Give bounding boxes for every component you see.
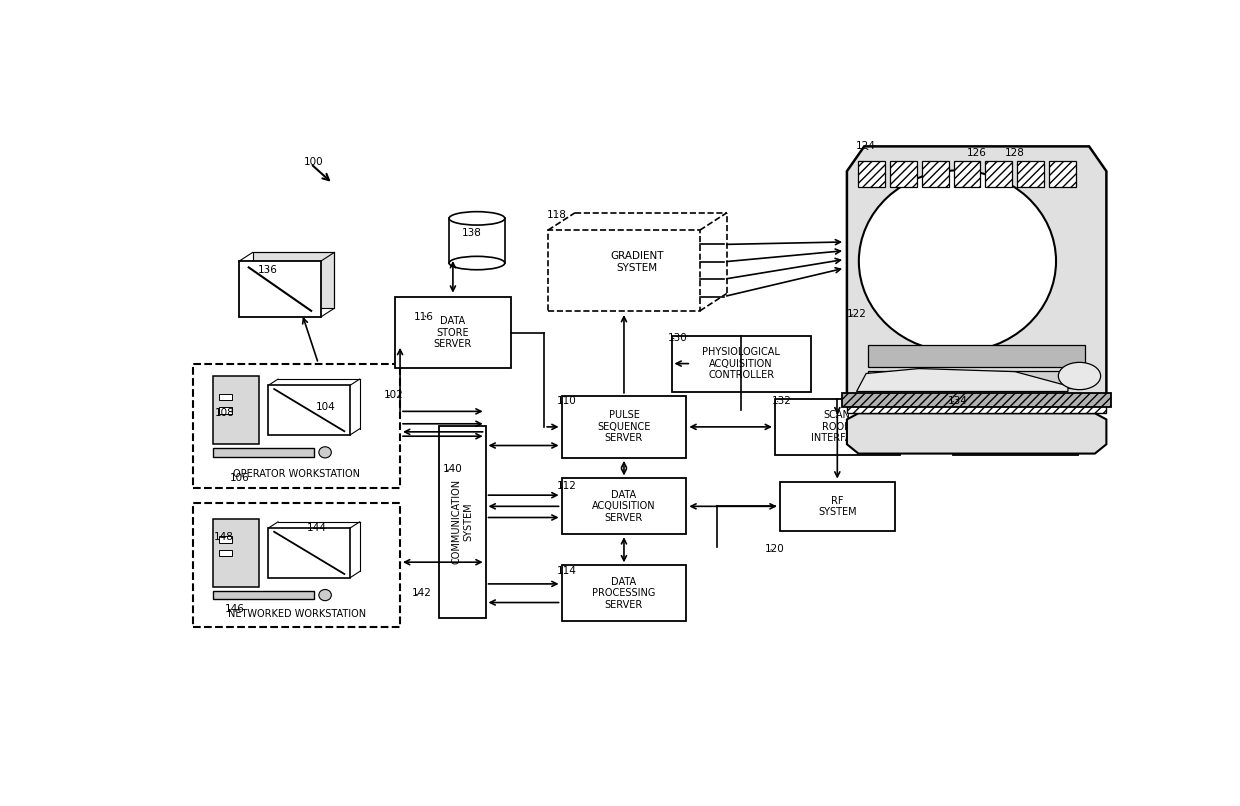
FancyBboxPatch shape [219, 393, 232, 400]
Text: OPERATOR WORKSTATION: OPERATOR WORKSTATION [233, 469, 361, 479]
Ellipse shape [319, 447, 331, 458]
Polygon shape [847, 147, 1106, 413]
Ellipse shape [319, 589, 331, 600]
FancyBboxPatch shape [672, 335, 811, 392]
FancyBboxPatch shape [562, 565, 687, 621]
Text: DATA
PROCESSING
SERVER: DATA PROCESSING SERVER [593, 576, 656, 610]
FancyBboxPatch shape [890, 161, 918, 187]
Text: 142: 142 [412, 588, 432, 598]
FancyBboxPatch shape [1017, 161, 1044, 187]
FancyBboxPatch shape [562, 479, 687, 534]
FancyBboxPatch shape [986, 161, 1012, 187]
Polygon shape [857, 368, 1068, 392]
Text: 100: 100 [304, 157, 324, 167]
Text: 146: 146 [224, 604, 244, 613]
FancyBboxPatch shape [847, 401, 1106, 413]
Text: 138: 138 [463, 228, 482, 239]
Text: 130: 130 [668, 333, 688, 343]
FancyBboxPatch shape [253, 252, 335, 309]
Circle shape [1058, 363, 1101, 389]
FancyBboxPatch shape [1049, 161, 1075, 187]
FancyBboxPatch shape [954, 161, 981, 187]
Text: SCAN
ROOM
INTERFACE: SCAN ROOM INTERFACE [811, 410, 864, 443]
Text: 136: 136 [258, 265, 278, 276]
FancyBboxPatch shape [213, 591, 314, 600]
Text: COMMUNICATION
SYSTEM: COMMUNICATION SYSTEM [451, 480, 474, 564]
Text: 110: 110 [557, 396, 577, 406]
FancyBboxPatch shape [219, 550, 232, 556]
Text: 132: 132 [771, 396, 791, 406]
FancyBboxPatch shape [868, 371, 1085, 388]
Text: PULSE
SEQUENCE
SERVER: PULSE SEQUENCE SERVER [598, 410, 651, 443]
FancyBboxPatch shape [921, 161, 949, 187]
Text: 116: 116 [414, 312, 434, 322]
FancyBboxPatch shape [780, 481, 895, 531]
FancyBboxPatch shape [219, 407, 232, 413]
Text: NETWORKED WORKSTATION: NETWORKED WORKSTATION [228, 609, 366, 619]
FancyBboxPatch shape [193, 364, 401, 488]
Text: PHYSIOLOGICAL
ACQUISITION
CONTROLLER: PHYSIOLOGICAL ACQUISITION CONTROLLER [702, 347, 780, 380]
Ellipse shape [859, 170, 1056, 352]
FancyBboxPatch shape [396, 297, 511, 368]
Text: 134: 134 [947, 396, 967, 406]
Text: GRADIENT
SYSTEM: GRADIENT SYSTEM [610, 251, 665, 272]
FancyBboxPatch shape [268, 528, 350, 578]
FancyBboxPatch shape [562, 396, 687, 458]
FancyBboxPatch shape [219, 537, 232, 542]
FancyBboxPatch shape [213, 448, 314, 457]
FancyBboxPatch shape [449, 218, 505, 263]
Text: 126: 126 [967, 147, 987, 158]
FancyBboxPatch shape [842, 393, 1111, 407]
FancyBboxPatch shape [239, 261, 321, 317]
Text: 144: 144 [306, 523, 326, 533]
Text: RF
SYSTEM: RF SYSTEM [818, 496, 857, 517]
FancyBboxPatch shape [858, 161, 885, 187]
Text: 112: 112 [557, 481, 577, 492]
Text: 122: 122 [847, 309, 867, 319]
Text: 128: 128 [1006, 147, 1025, 158]
Text: 106: 106 [229, 473, 249, 484]
FancyBboxPatch shape [952, 399, 1078, 455]
Ellipse shape [449, 256, 505, 270]
Text: 108: 108 [215, 408, 234, 418]
Text: 124: 124 [856, 141, 877, 152]
Polygon shape [847, 413, 1106, 454]
Text: 102: 102 [383, 389, 403, 400]
Text: 104: 104 [316, 402, 336, 412]
Text: DATA
STORE
SERVER: DATA STORE SERVER [434, 316, 472, 349]
Ellipse shape [449, 212, 505, 225]
FancyBboxPatch shape [193, 503, 401, 627]
FancyBboxPatch shape [548, 231, 699, 311]
Text: 140: 140 [443, 464, 463, 474]
Text: 118: 118 [547, 210, 567, 220]
FancyBboxPatch shape [439, 426, 486, 618]
Text: 148: 148 [215, 532, 234, 542]
FancyBboxPatch shape [868, 345, 1085, 367]
FancyBboxPatch shape [268, 385, 350, 435]
Text: PATIENT
POSITIONING
SYSTEM: PATIENT POSITIONING SYSTEM [983, 410, 1047, 443]
FancyBboxPatch shape [775, 399, 900, 455]
Text: 114: 114 [557, 567, 577, 576]
Text: 120: 120 [765, 543, 785, 554]
FancyBboxPatch shape [213, 376, 259, 444]
Text: DATA
ACQUISITION
SERVER: DATA ACQUISITION SERVER [593, 490, 656, 523]
FancyBboxPatch shape [213, 519, 259, 587]
